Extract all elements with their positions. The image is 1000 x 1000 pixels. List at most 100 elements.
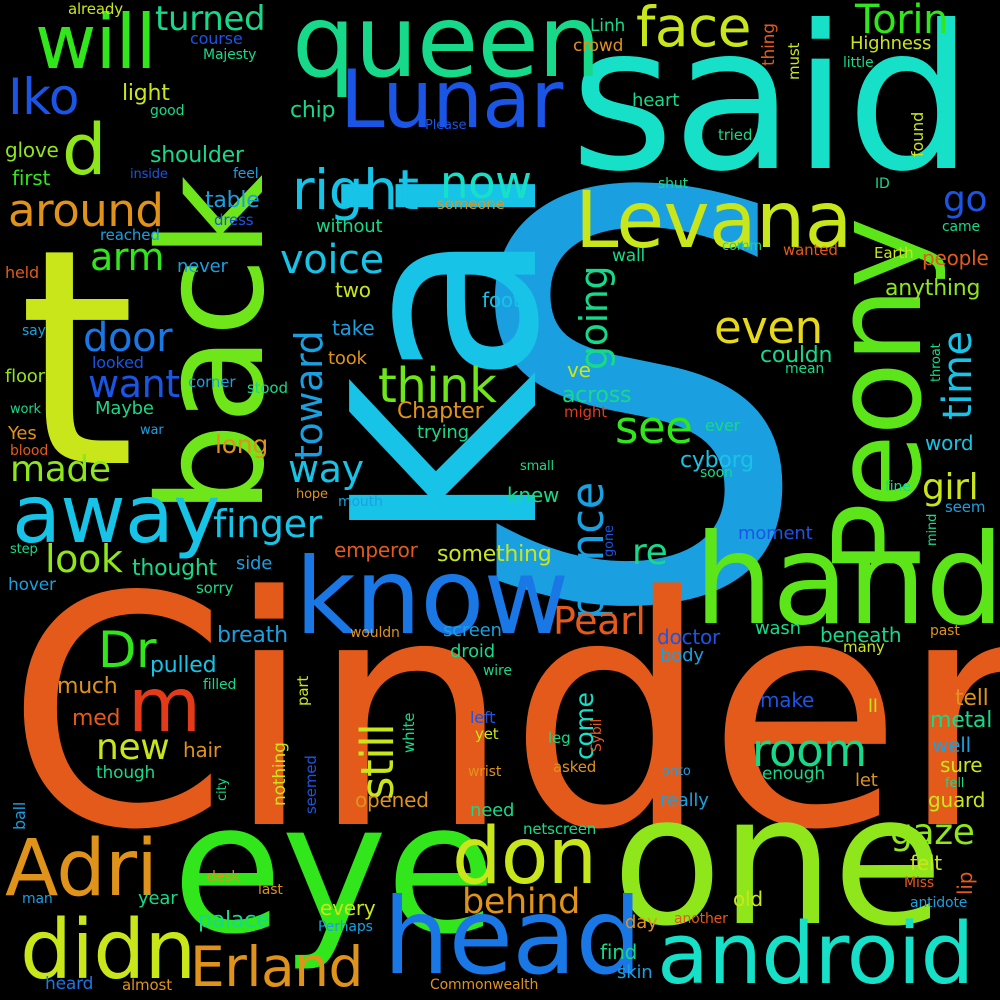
word-man: man [22,891,53,907]
word-look: look [45,537,123,581]
word-made: made [10,449,111,490]
word-sybil: Sybil [589,718,605,752]
word-linh: Linh [590,16,626,36]
word-reached: reached [100,226,160,244]
word-tell: tell [955,686,989,711]
word-found: found [908,111,927,157]
word-last: last [258,882,283,898]
word-head: head [383,876,642,998]
word-another: another [674,911,728,927]
word-m: m [128,661,201,749]
word-t: t [18,185,136,534]
word-ball: ball [10,801,29,830]
word-mean: mean [785,361,825,377]
word-miss: Miss [904,875,934,891]
word-find: find [600,940,638,964]
word-wall: wall [612,246,646,266]
word-arm: arm [90,235,165,279]
word-queen: queen [292,0,601,100]
word-long: long [215,430,268,459]
word-emperor: emperor [334,538,418,562]
word-wrist: wrist [468,764,502,780]
word-work: work [10,402,41,417]
word-seemed: seemed [302,755,320,814]
word-took: took [328,348,367,369]
word-looked: looked [92,353,144,372]
word-hover: hover [8,575,56,595]
word-face: face [636,0,752,59]
word-lip: lip [953,871,977,895]
word-turned: turned [155,0,266,39]
word-dress: dress [214,211,254,229]
word-cyborg: cyborg [680,448,754,473]
word-might: might [564,403,607,421]
word-year: year [138,888,178,909]
word-side: side [236,553,273,574]
word-opened: opened [355,788,429,812]
word-eye: eye [172,765,496,974]
word-please: Please [425,118,467,133]
word-soon: soon [700,465,733,481]
word-cinder: Cinder [6,529,1000,899]
word-screen: screen [443,620,502,641]
word-anything: anything [885,276,981,301]
word-ve: ve [567,358,591,382]
word-wanted: wanted [783,241,838,259]
word-sure: sure [940,753,983,777]
word-antidote: antidote [910,895,968,911]
word-re: re [632,532,668,573]
word-room: room [752,724,867,777]
word-around: around [8,184,164,237]
word-make: make [760,688,815,712]
word-floor: floor [5,366,45,387]
word-city: city [215,777,230,801]
word-know: know [295,536,569,658]
word-wire: wire [483,663,512,679]
word-earth: Earth [874,244,914,262]
word-levana: Levana [575,176,852,266]
word-must: must [785,42,803,80]
word-let: let [855,770,878,791]
word-much: much [57,674,118,699]
word-time: time [935,331,981,420]
word-blood: blood [10,443,49,459]
word-seem: seem [945,498,986,516]
word-sorry: sorry [196,579,234,597]
word-corner: corner [188,373,236,391]
word-say: say [22,323,46,339]
word-felt: felt [910,851,942,875]
word-white: white [400,712,418,753]
word-glove: glove [5,138,59,162]
word-thought: thought [132,556,217,581]
word-door: door [83,315,173,361]
word-never: never [177,256,228,277]
word-already: already [68,0,123,18]
word-don: don [452,812,597,902]
word-thing: thing [759,23,779,66]
word-right: right [292,158,419,222]
word-feel: feel [233,166,259,182]
word-want: want [88,362,180,406]
word-even: even [714,301,823,354]
word-pearl: Pearl [553,599,646,643]
word-leg: leg [548,729,571,747]
word-course: course [190,29,243,48]
word-foot: foot [482,288,521,312]
word-mind: mind [925,513,940,546]
word-old: old [733,887,763,911]
word-moment: moment [738,523,813,544]
word-throat: throat [929,343,944,382]
word-really: really [660,790,709,811]
word-doctor: doctor [657,625,721,649]
word-onto: onto [662,764,691,779]
word-said: said [570,0,973,216]
word-android: android [657,905,974,1000]
word-someone: someone [437,195,505,213]
word-guard: guard [928,788,986,812]
word-came: came [942,219,980,235]
word-didn: didn [20,903,196,998]
word-go: go [943,179,988,220]
word-s: S [458,79,813,731]
word-way: way [288,447,364,491]
